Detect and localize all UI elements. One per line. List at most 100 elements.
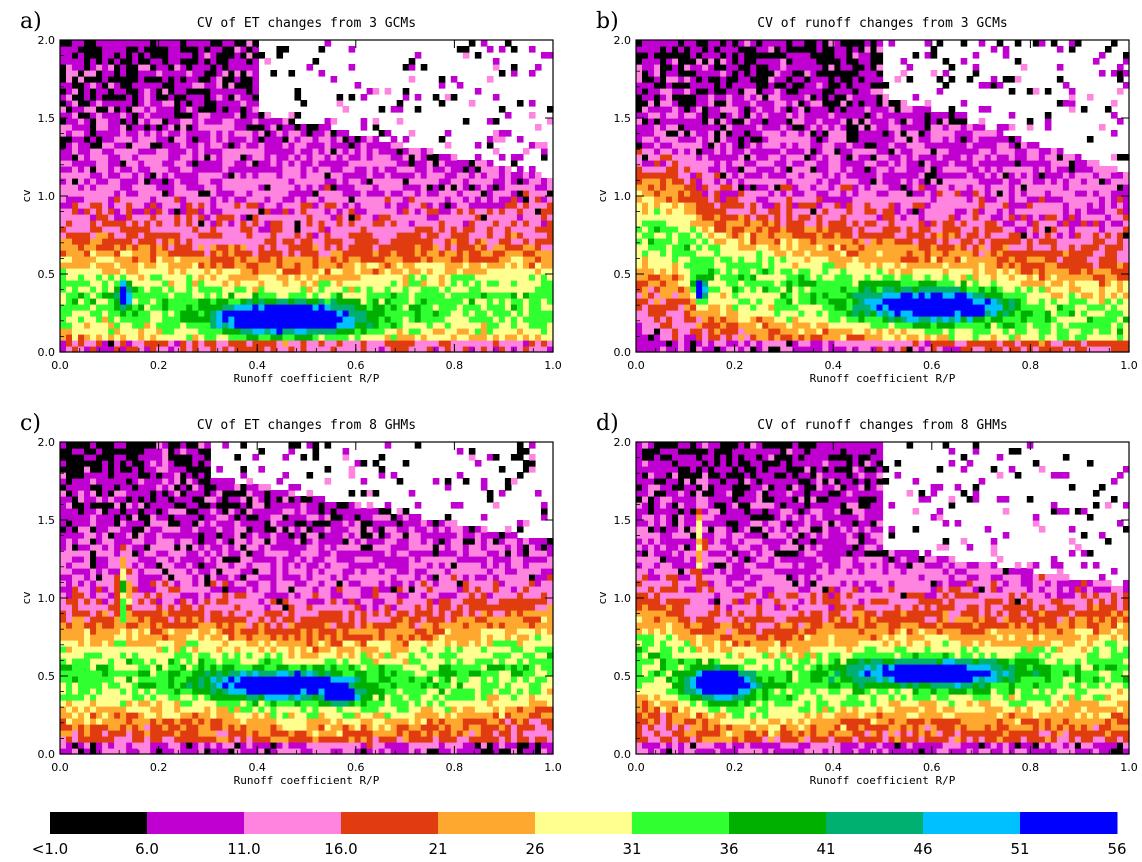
heatmap-cell (774, 190, 781, 197)
heatmap-cell (498, 328, 506, 335)
heatmap-cell (198, 280, 205, 287)
heatmap-cell (720, 142, 727, 149)
heatmap-cell (468, 268, 476, 275)
heatmap-cell (510, 304, 518, 311)
heatmap-cell (438, 316, 446, 323)
heatmap-cell (528, 322, 536, 329)
heatmap-cell (294, 154, 302, 161)
heatmap-cell (750, 130, 757, 137)
heatmap-cell (192, 220, 199, 227)
heatmap-cell (492, 316, 500, 323)
heatmap-cell (126, 334, 133, 341)
heatmap-cell (366, 250, 374, 257)
heatmap-cell (426, 244, 434, 251)
heatmap-cell (774, 40, 781, 47)
heatmap-cell (516, 250, 524, 257)
heatmap-cell (120, 130, 127, 137)
heatmap-cell (486, 226, 494, 233)
heatmap-cell (654, 82, 661, 89)
heatmap-cell (90, 118, 97, 125)
heatmap-cell (246, 184, 253, 191)
heatmap-cell (156, 256, 163, 263)
heatmap-cell (360, 226, 368, 233)
heatmap-cell (534, 184, 542, 191)
heatmap-cell (138, 82, 145, 89)
heatmap-cell (84, 154, 91, 161)
heatmap-cell (744, 166, 751, 173)
heatmap-cell (768, 268, 775, 275)
heatmap-cell (258, 142, 266, 149)
heatmap-cell (528, 256, 536, 263)
heatmap-cell (264, 190, 272, 197)
heatmap-cell (72, 58, 79, 65)
heatmap-cell (528, 262, 536, 269)
heatmap-cell (678, 40, 685, 47)
heatmap-cell (204, 160, 211, 167)
heatmap-cell (120, 220, 127, 227)
heatmap-cell (72, 316, 79, 323)
heatmap-cell (720, 82, 727, 89)
heatmap-cell (276, 280, 284, 287)
heatmap-cell (192, 124, 199, 131)
heatmap-cell (690, 334, 697, 341)
heatmap-cell (480, 214, 488, 221)
heatmap-cell (324, 166, 332, 173)
heatmap-cell (180, 190, 187, 197)
heatmap-cell (480, 316, 488, 323)
heatmap-cell (534, 268, 542, 275)
heatmap-cell (492, 214, 500, 221)
heatmap-cell (132, 112, 139, 119)
heatmap-cell (462, 262, 470, 269)
heatmap-cell (744, 178, 751, 185)
heatmap-cell (192, 184, 199, 191)
heatmap-cell (726, 232, 733, 239)
heatmap-cell (258, 52, 266, 59)
heatmap-cell (192, 64, 199, 71)
heatmap-cell (450, 154, 458, 161)
heatmap-cell (642, 76, 649, 83)
heatmap-cell (648, 100, 655, 107)
heatmap-cell (270, 124, 278, 131)
heatmap-cell (438, 160, 446, 167)
heatmap-cell (318, 148, 326, 155)
heatmap-cell (702, 118, 709, 125)
heatmap-cell (210, 130, 217, 137)
heatmap-cell (780, 178, 787, 185)
heatmap-cell (234, 124, 241, 131)
heatmap-cell (408, 64, 416, 71)
heatmap-cell (660, 76, 667, 83)
heatmap-cell (678, 190, 685, 197)
heatmap-cell (402, 250, 410, 257)
heatmap-cell (156, 40, 163, 47)
heatmap-cell (702, 304, 709, 311)
heatmap-cell (756, 124, 763, 131)
heatmap-cell (360, 220, 368, 227)
heatmap-cell (186, 316, 193, 323)
heatmap-cell (348, 292, 356, 299)
heatmap-cell (720, 148, 727, 155)
heatmap-cell (384, 334, 392, 341)
heatmap-cell (276, 262, 284, 269)
heatmap-cell (318, 328, 326, 335)
heatmap-cell (780, 328, 787, 335)
heatmap-cell (156, 208, 163, 215)
heatmap-cell (132, 46, 139, 53)
heatmap-cell (120, 346, 127, 353)
heatmap-cell (774, 202, 781, 209)
heatmap-cell (768, 166, 775, 173)
heatmap-cell (138, 106, 145, 113)
heatmap-cell (780, 298, 787, 305)
heatmap-cell (654, 112, 661, 119)
heatmap-cell (714, 328, 721, 335)
heatmap-cell (198, 208, 205, 215)
heatmap-cell (60, 250, 67, 257)
heatmap-cell (228, 250, 235, 257)
heatmap-cell (708, 238, 715, 245)
heatmap-cell (762, 262, 769, 269)
heatmap-cell (222, 148, 229, 155)
heatmap-cell (396, 184, 404, 191)
heatmap-cell (360, 328, 368, 335)
heatmap-cell (690, 130, 697, 137)
heatmap-cell (156, 292, 163, 299)
heatmap-cell (708, 100, 715, 107)
